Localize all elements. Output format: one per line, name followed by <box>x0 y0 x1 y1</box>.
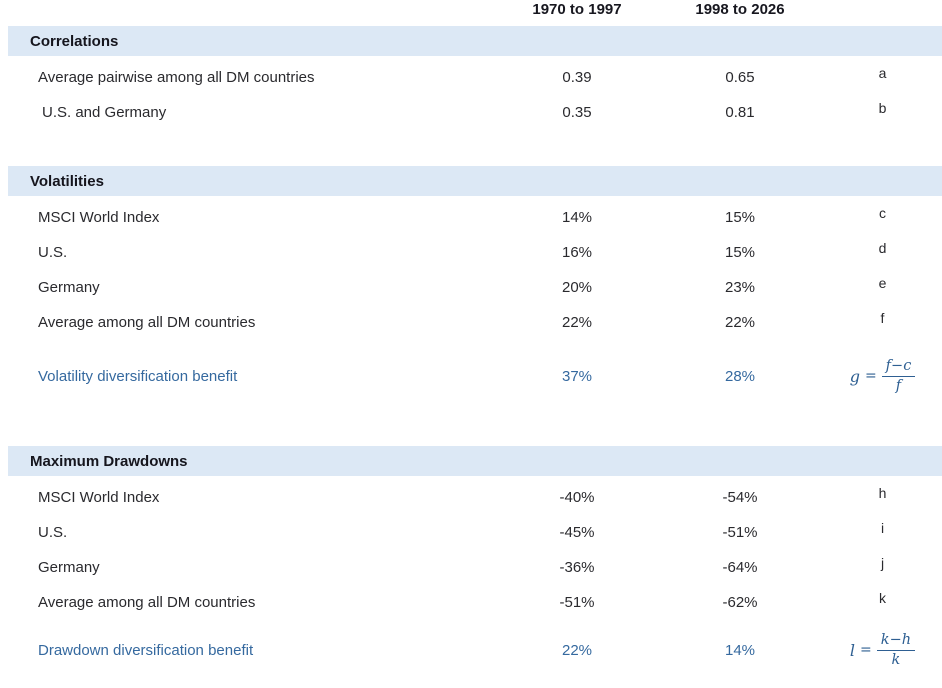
benefit-value-period-1: 22% <box>561 641 593 659</box>
table-row: Germany 20% 23% e <box>0 270 942 305</box>
row-label: Germany <box>38 559 100 576</box>
row-note-letter: b <box>878 99 887 116</box>
benefit-value-period-2: 14% <box>724 641 756 659</box>
table-row: U.S. 16% 15% d <box>0 235 942 270</box>
row-label: U.S. <box>38 244 68 261</box>
value-period-2: 0.65 <box>725 69 755 86</box>
value-period-1: 22% <box>561 314 593 331</box>
value-period-2: 23% <box>724 279 756 296</box>
benefit-value-period-1: 37% <box>561 367 593 385</box>
value-period-1: -45% <box>559 524 595 541</box>
table-row: Average among all DM countries 22% 22% f <box>0 305 942 340</box>
row-label: Germany <box>38 279 100 296</box>
section-title: Volatilities <box>30 172 104 190</box>
row-note-letter: h <box>878 484 887 501</box>
formula-fraction: f−c f <box>881 358 916 394</box>
formula-equals: = <box>864 368 877 385</box>
formula-denominator: f <box>895 377 902 394</box>
row-label: MSCI World Index <box>38 209 160 226</box>
value-period-2: -51% <box>722 524 758 541</box>
row-note-letter: j <box>880 554 885 571</box>
value-period-2: 15% <box>724 244 756 261</box>
value-period-2: 22% <box>724 314 756 331</box>
formula-numerator: f−c <box>881 358 916 377</box>
value-period-1: 16% <box>561 244 593 261</box>
value-period-1: 14% <box>561 209 593 226</box>
section-header-maximum-drawdowns: Maximum Drawdowns <box>8 446 942 476</box>
table-row: Average among all DM countries -51% -62%… <box>0 585 942 620</box>
column-header-period-1: 1970 to 1997 <box>532 1 622 18</box>
value-period-1: 0.39 <box>562 69 592 86</box>
formula-denominator: k <box>891 651 901 668</box>
volatility-benefit-row: Volatility diversification benefit 37% 2… <box>0 358 942 394</box>
value-period-2: -62% <box>722 594 758 611</box>
value-period-1: -51% <box>559 594 595 611</box>
value-period-2: -64% <box>722 559 758 576</box>
value-period-1: -36% <box>559 559 595 576</box>
drawdown-benefit-row: Drawdown diversification benefit 22% 14%… <box>0 632 942 668</box>
table-row: Germany -36% -64% j <box>0 550 942 585</box>
value-period-2: 15% <box>724 209 756 226</box>
row-label: U.S. and Germany <box>42 104 167 121</box>
value-period-1: -40% <box>559 489 595 506</box>
formula-fraction: k−h k <box>876 632 916 668</box>
row-note-letter: c <box>879 204 886 221</box>
formula-equals: = <box>860 642 872 659</box>
section-title: Maximum Drawdowns <box>30 452 188 470</box>
value-period-2: -54% <box>722 489 758 506</box>
section-maximum-drawdowns: Maximum Drawdowns MSCI World Index -40% … <box>0 446 942 668</box>
row-note-letter: i <box>880 519 885 536</box>
table-row: U.S. -45% -51% i <box>0 515 942 550</box>
row-label: Average among all DM countries <box>38 314 256 331</box>
section-correlations: Correlations Average pairwise among all … <box>0 26 942 130</box>
column-header-period-2: 1998 to 2026 <box>695 1 785 18</box>
column-header-row: 1970 to 1997 1998 to 2026 <box>0 0 942 26</box>
row-note-letter: d <box>878 239 887 256</box>
table-row: MSCI World Index 14% 15% c <box>0 200 942 235</box>
volatility-benefit-formula: g = f−c f <box>823 358 942 394</box>
row-label: Average among all DM countries <box>38 594 256 611</box>
value-period-1: 0.35 <box>562 104 592 121</box>
benefit-label: Drawdown diversification benefit <box>38 641 254 659</box>
benefit-label: Volatility diversification benefit <box>38 367 238 385</box>
section-title: Correlations <box>30 32 119 50</box>
row-label: MSCI World Index <box>38 489 160 506</box>
drawdown-benefit-formula: l = k−h k <box>823 632 942 668</box>
row-label: U.S. <box>38 524 68 541</box>
formula-lhs: g <box>849 366 860 386</box>
row-note-letter: f <box>880 309 885 326</box>
row-note-letter: a <box>878 64 887 81</box>
value-period-2: 0.81 <box>725 104 755 121</box>
section-header-volatilities: Volatilities <box>8 166 942 196</box>
formula-lhs: l <box>849 640 856 660</box>
value-period-1: 20% <box>561 279 593 296</box>
row-note-letter: k <box>879 589 886 606</box>
row-label: Average pairwise among all DM countries <box>38 69 315 86</box>
table-row: Average pairwise among all DM countries … <box>0 60 942 95</box>
section-header-correlations: Correlations <box>8 26 942 56</box>
table-row: U.S. and Germany 0.35 0.81 b <box>0 95 942 130</box>
section-volatilities: Volatilities MSCI World Index 14% 15% c … <box>0 166 942 394</box>
formula-numerator: k−h <box>876 632 916 651</box>
table-row: MSCI World Index -40% -54% h <box>0 480 942 515</box>
row-note-letter: e <box>878 274 887 291</box>
benefit-value-period-2: 28% <box>724 367 756 385</box>
